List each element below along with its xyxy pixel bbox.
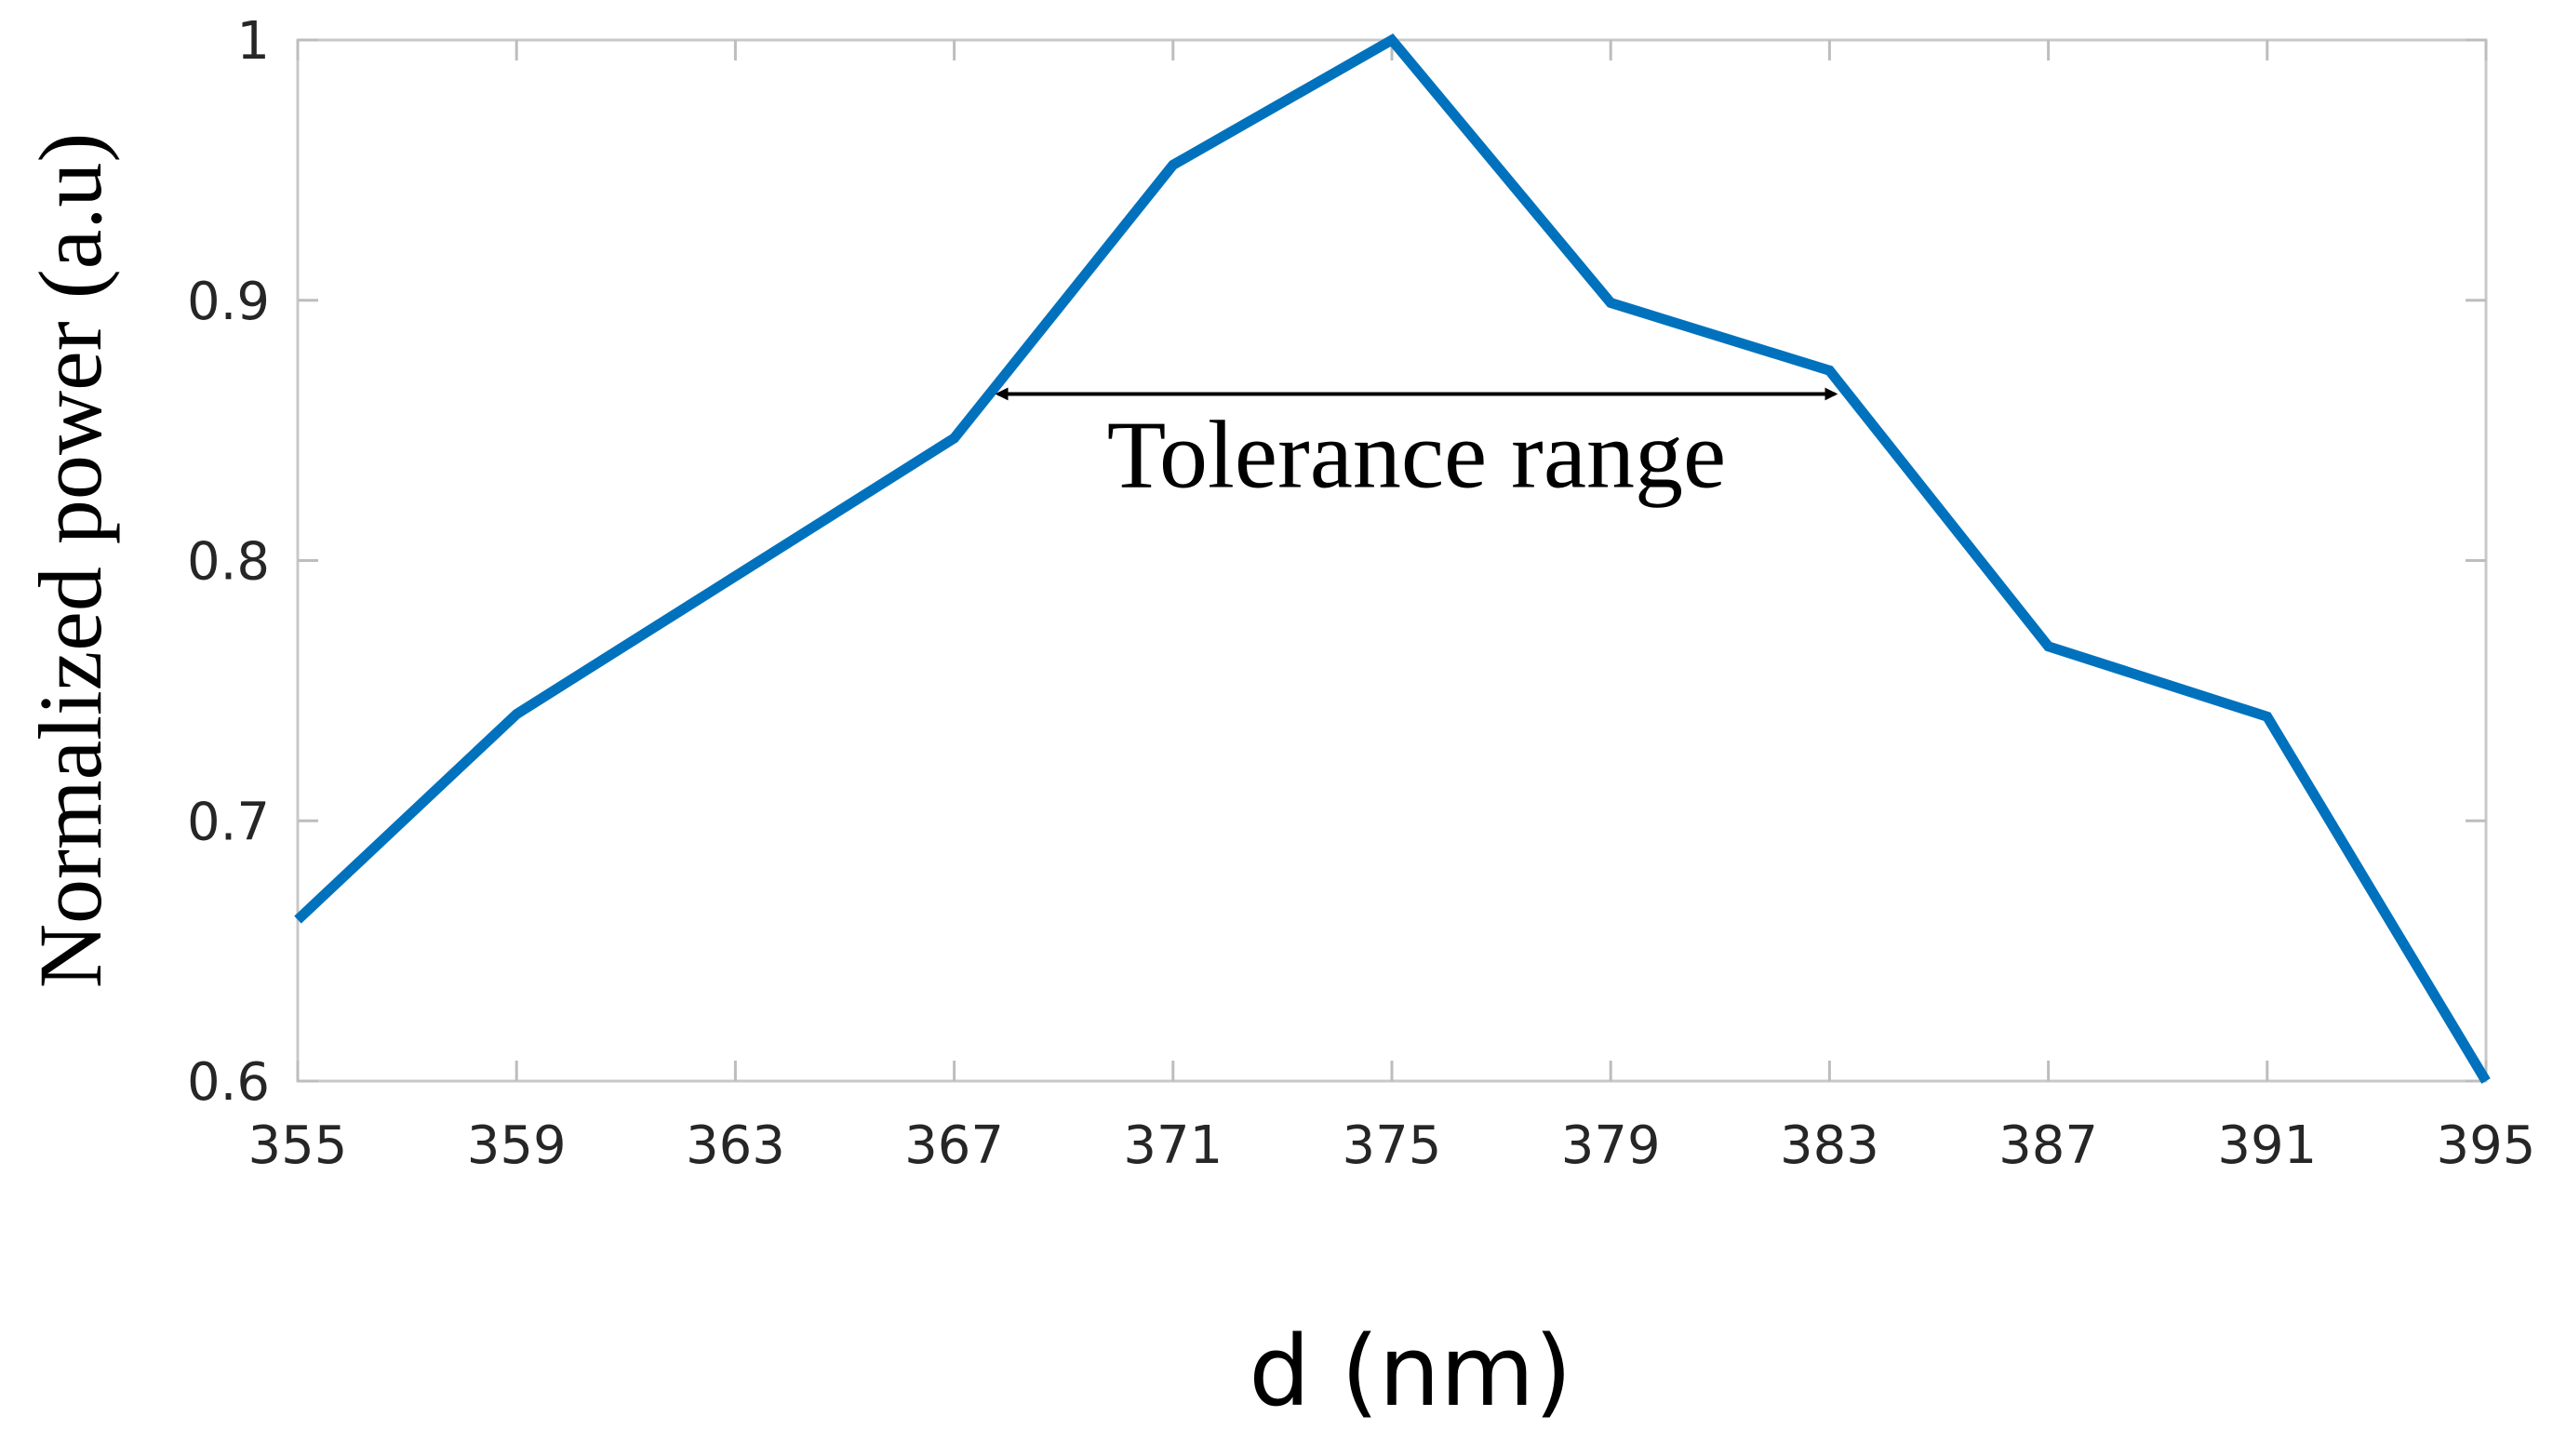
y-tick-label: 0.8 bbox=[187, 532, 270, 593]
x-tick-label: 371 bbox=[1123, 1115, 1223, 1176]
series-layer bbox=[294, 33, 2491, 1084]
x-tick-label: 375 bbox=[1343, 1115, 1442, 1176]
y-tick-label: 0.9 bbox=[187, 272, 270, 332]
x-tick-label: 395 bbox=[2437, 1115, 2536, 1176]
tolerance-range-label: Tolerance range bbox=[1107, 401, 1726, 508]
labels-layer: 355 359 363 367 371 375 379 383 387 391 395 0.6 0.7 0… bbox=[20, 11, 2535, 1428]
plot-area-box bbox=[296, 38, 2488, 1083]
x-axis-title: d (nm) bbox=[1249, 1315, 1571, 1428]
x-tick-label: 391 bbox=[2217, 1115, 2317, 1176]
y-tick-label: 0.6 bbox=[187, 1052, 270, 1113]
x-tick-label: 379 bbox=[1561, 1115, 1661, 1176]
x-tick-label: 367 bbox=[904, 1115, 1004, 1176]
x-tick-label: 355 bbox=[248, 1115, 348, 1176]
y-tick-label: 0.7 bbox=[187, 792, 270, 852]
x-tick-label: 387 bbox=[1998, 1115, 2098, 1176]
y-axis-title: Normalized power (a.u) bbox=[20, 133, 120, 989]
x-tick-label: 359 bbox=[467, 1115, 567, 1176]
annotation-layer: Tolerance range bbox=[995, 387, 1838, 508]
y-tick-label: 1 bbox=[236, 11, 270, 72]
x-tick-label: 363 bbox=[686, 1115, 785, 1176]
series-line-normalized-power bbox=[294, 33, 2491, 1084]
x-tick-label: 383 bbox=[1780, 1115, 1879, 1176]
axes-layer bbox=[296, 38, 2488, 1083]
